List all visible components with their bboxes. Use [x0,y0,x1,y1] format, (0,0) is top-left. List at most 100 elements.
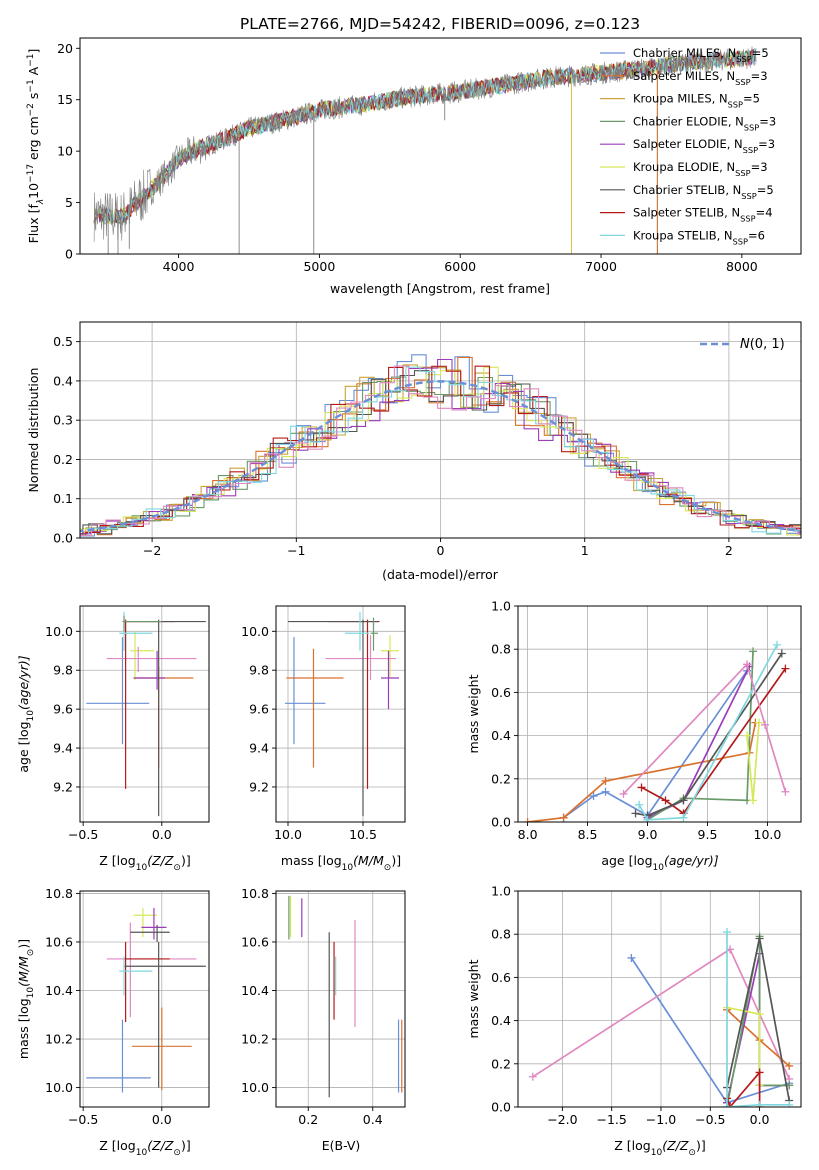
spectrum-legend: Chabrier MILES, NSSP=5 Salpeter MILES, NS… [600,46,776,246]
x-tick-label: 0.0 [750,1112,770,1127]
y-tick-label: 10 [57,144,73,159]
panel-mass-weight-vs-Z: −2.0 −1.5 −1.0 −0.5 0.0 0.0 0.2 0.4 0.6 0.8 1.0 Z [… [466,884,802,1158]
y-tick-label: 0.4 [491,1013,511,1028]
weight-series-line [726,953,790,1103]
panel-age-vs-mass: 10.0 10.5 9.2 9.4 9.6 9.8 10.0 mass [log10(M/M⊙… [241,605,406,873]
weight-marker [755,1100,764,1107]
y-tick-label: 10.2 [45,1032,73,1047]
panel-mass-vs-EBV: 0.2 0.4 10.0 10.2 10.4 10.6 10.8 E(B-V) [241,886,406,1153]
y-tick-label: 20 [57,41,73,56]
x-tick-label: −0.5 [68,827,98,842]
legend-label: Kroupa MILES, NSSP=5 [633,92,760,110]
y-axis-label: mass [log10(M/M⊙)] [16,939,36,1059]
y-tick-label: 10.0 [45,1080,73,1095]
weight-marker [523,818,532,822]
y-tick-label: 0.8 [491,642,511,657]
residual-histogram [80,365,801,536]
x-tick-label: −1.5 [596,1112,626,1127]
weight-marker [755,1010,764,1019]
weight-marker [755,718,764,727]
x-tick-label: 10.0 [754,827,782,842]
weight-marker [785,1100,794,1107]
x-tick-label: 8000 [726,259,758,274]
weight-marker [619,789,628,798]
x-axis-label: E(B-V) [322,1138,361,1153]
y-tick-label: 10.6 [241,934,269,949]
gaussian-curve [80,380,801,533]
y-tick-label: 0.4 [491,728,511,743]
observed-spectrum-line [93,46,757,242]
y-tick-label: 10.4 [241,983,269,998]
x-tick-label: 8.5 [578,827,598,842]
axes-frame [79,37,802,255]
y-tick-label: 10.2 [241,1032,269,1047]
x-tick-label: 0.4 [363,1112,383,1127]
y-axis-label: Normed distribution [26,368,41,493]
y-tick-label: 0.4 [53,373,73,388]
weight-marker [785,1061,794,1070]
weight-marker [637,783,646,792]
legend-label: Kroupa ELODIE, NSSP=3 [633,160,768,178]
weight-series-line [726,1070,761,1107]
y-tick-label: 0.2 [53,452,73,467]
y-tick-label: 9.4 [53,741,73,756]
weight-marker [781,664,790,673]
weight-marker [601,787,610,796]
weight-marker [589,792,598,801]
x-tick-label: −0.5 [695,1112,725,1127]
x-tick-label: −1 [287,543,305,558]
weight-marker [773,640,782,649]
y-tick-label: 0.3 [53,413,73,428]
legend-label: Chabrier MILES, NSSP=5 [633,46,769,64]
weight-marker [559,813,568,822]
weight-marker [679,796,688,805]
x-tick-label: 7000 [585,259,617,274]
axes-frame [275,890,406,1108]
x-axis-label: mass [log10(M/M⊙)] [281,853,401,873]
plot-area [86,907,206,1093]
x-tick-label: 2 [725,543,733,558]
weight-marker [679,813,688,822]
x-tick-label: 8.0 [518,827,538,842]
y-tick-label: 9.4 [249,741,269,756]
weight-marker [726,1103,735,1107]
weight-marker [755,934,764,943]
y-axis-label: mass weight [466,959,481,1038]
residual-legend: N(0, 1) [700,337,785,352]
y-tick-label: 1.0 [491,599,511,614]
weight-series-line [647,651,754,821]
x-axis-label: age [log10(age/yr)] [601,853,718,873]
y-tick-label: 0.2 [491,771,511,786]
y-axis-label: mass weight [466,674,481,753]
y-tick-label: 9.8 [249,663,269,678]
panel-residuals: −2 −1 0 1 2 0.0 0.1 0.2 0.3 0.4 0.5 N(0, 1) (data-mo… [26,321,802,582]
x-tick-label: −0.5 [68,1112,98,1127]
plot-area [80,354,801,537]
y-tick-label: 9.6 [249,702,269,717]
weight-marker [777,649,786,658]
weight-marker [749,647,758,656]
weight-marker [601,776,610,785]
y-tick-label: 10.0 [241,624,269,639]
legend-label: Kroupa STELIB, NSSP=6 [633,228,765,246]
y-axis-label: age [log10(age/yr)] [16,655,36,772]
weight-marker [627,953,636,962]
x-tick-label: 0 [437,543,445,558]
plot-area [528,928,794,1107]
weight-marker [781,787,790,796]
weight-series-line [726,932,790,1107]
y-tick-label: 5 [65,195,73,210]
x-tick-label: 5000 [303,259,335,274]
y-tick-label: 0.0 [491,815,511,830]
y-tick-label: 9.8 [53,663,73,678]
weight-marker [743,660,752,669]
weight-series-line [638,644,778,821]
legend-label: Chabrier ELODIE, NSSP=3 [633,114,776,132]
plot-area [288,895,403,1098]
weight-marker [661,796,670,805]
residual-histogram [80,370,801,536]
x-tick-label: 1 [581,543,589,558]
x-tick-label: −1.0 [646,1112,676,1127]
weight-series-line [622,662,787,795]
